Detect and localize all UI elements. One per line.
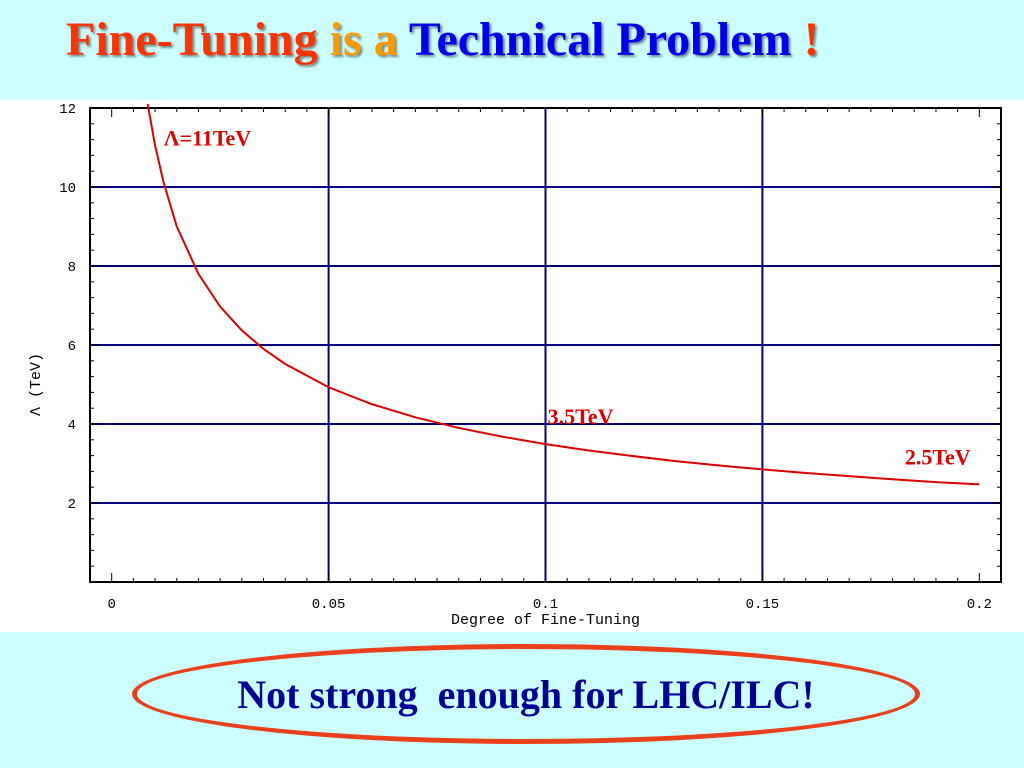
y-tick-label: 8	[68, 260, 76, 276]
x-tick-label: 0.15	[746, 597, 780, 613]
x-tick-label: 0.2	[967, 597, 992, 613]
plot-panel: 0 0.05 0.1 0.15 0.2 2 4 6 8 10 12 Degree of Fine-Tu…	[0, 100, 1024, 632]
y-tick-label: 6	[68, 339, 76, 355]
title-bar: Fine-Tuning is a Technical Problem !	[0, 0, 1024, 100]
y-tick-label: 12	[59, 102, 76, 118]
y-tick-label: 10	[59, 181, 76, 197]
title-part-technical-problem: Technical Problem	[408, 13, 804, 66]
title-part-is-a: is a	[329, 13, 409, 66]
curve-annotation: Λ=11TeV	[164, 126, 252, 151]
curve-annotation: 3.5TeV	[548, 404, 614, 429]
y-tick-label: 2	[68, 497, 76, 513]
x-tick-label: 0.05	[312, 597, 346, 613]
title-part-fine-tuning: Fine-Tuning	[66, 13, 330, 66]
plot-frame	[89, 107, 1002, 583]
title-part-exclamation: !	[803, 13, 820, 66]
series-line	[146, 103, 980, 486]
callout-ellipse: Not strong enough for LHC/ILC!	[132, 644, 920, 744]
curve-annotation: 2.5TeV	[905, 444, 971, 469]
x-tick-label: 0.1	[533, 597, 558, 613]
x-tick-label: 0	[107, 597, 115, 613]
callout-text: Not strong enough for LHC/ILC!	[237, 672, 815, 717]
y-axis-label: Λ (TeV)	[28, 353, 45, 416]
y-tick-label: 4	[68, 418, 76, 434]
x-axis-label: Degree of Fine-Tuning	[451, 612, 640, 629]
fine-tuning-chart: 0 0.05 0.1 0.15 0.2 2 4 6 8 10 12 Degree of Fine-Tu…	[28, 102, 1002, 629]
slide-title: Fine-Tuning is a Technical Problem !	[66, 13, 820, 67]
